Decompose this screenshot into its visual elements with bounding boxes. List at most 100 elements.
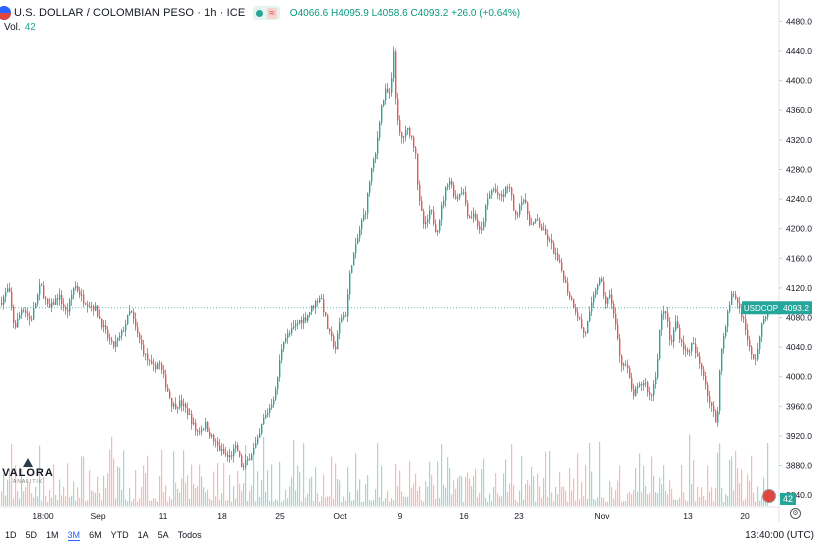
volume-bar [767, 443, 769, 506]
candle-body [673, 330, 675, 342]
candle-body [417, 153, 419, 185]
candle-body [657, 358, 659, 378]
candle-body [571, 297, 573, 300]
candle-body [699, 356, 701, 364]
volume-bar [91, 490, 93, 506]
volume-bar [383, 501, 385, 506]
candle-body [643, 383, 645, 386]
candle-body [167, 387, 169, 392]
volume-bar [417, 491, 419, 506]
candle-body [85, 303, 87, 305]
volume-bar [299, 472, 301, 506]
candle-body [563, 270, 565, 281]
time-tick-label: Sep [90, 511, 105, 521]
candle-body [25, 310, 27, 314]
candle-body [161, 364, 163, 370]
candle-body [107, 329, 109, 338]
candle-body [723, 336, 725, 349]
settings-gear-icon[interactable]: ⚙ [790, 508, 801, 519]
candle-body [197, 430, 199, 432]
volume-bar [339, 480, 341, 506]
candle-body [315, 301, 317, 308]
candle-body [587, 321, 589, 333]
candle-body [279, 360, 281, 378]
candle-body [267, 413, 269, 415]
candle-body [17, 318, 19, 328]
candle-body [667, 312, 669, 322]
volume-bar [395, 463, 397, 506]
volume-bar [351, 500, 353, 506]
volume-bar [587, 499, 589, 506]
candle-body [761, 323, 763, 337]
volume-bar [647, 494, 649, 506]
volume-bar [491, 501, 493, 506]
timeframe-5a[interactable]: 5A [157, 530, 169, 540]
candle-body [241, 455, 243, 467]
time-tick-label: 25 [275, 511, 285, 521]
timeframe-5d[interactable]: 5D [25, 530, 38, 540]
timeframe-ytd[interactable]: YTD [110, 530, 129, 540]
timeframe-todos[interactable]: Todos [177, 530, 202, 540]
candle-body [31, 319, 33, 321]
volume-bar [157, 501, 159, 506]
volume-bar [673, 499, 675, 506]
volume-bar [253, 449, 255, 506]
volume-bar [663, 465, 665, 506]
candle-body [467, 203, 469, 216]
volume-bar [411, 487, 413, 506]
candle-body [233, 448, 235, 457]
timeframe-6m[interactable]: 6M [89, 530, 102, 540]
volume-bar [727, 495, 729, 506]
volume-bar [85, 501, 87, 506]
volume-bar [335, 463, 337, 506]
candle-body [683, 342, 685, 350]
price-tick-label: 4280.0 [786, 164, 812, 174]
utc-clock[interactable]: 13:40:00 (UTC) [745, 530, 814, 541]
candle-body [387, 88, 389, 93]
candle-body [365, 213, 367, 215]
symbol-title[interactable]: U.S. DOLLAR / COLOMBIAN PESO · 1h · ICE [14, 7, 246, 19]
candle-body [497, 192, 499, 195]
volume-bar [265, 492, 267, 506]
volume-bar [269, 500, 271, 506]
candle-body [413, 137, 415, 148]
candle-body [755, 358, 757, 360]
volume-bar [637, 491, 639, 506]
volume-bar [389, 501, 391, 506]
currency-flag-icon [0, 6, 11, 20]
volume-bar [625, 500, 627, 506]
volume-bar [81, 456, 83, 506]
volume-bar [553, 501, 555, 506]
volume-bar [229, 475, 231, 506]
currency-flag-button[interactable] [762, 489, 776, 503]
candle-body [159, 363, 161, 365]
timeframe-1a[interactable]: 1A [137, 530, 149, 540]
timeframe-1d[interactable]: 1D [5, 530, 17, 540]
volume-bar [349, 492, 351, 506]
volume-bar [347, 467, 349, 506]
volume-bar [363, 501, 365, 506]
candle-body [277, 377, 279, 390]
volume-bar [309, 478, 311, 506]
volume-bar [759, 500, 761, 506]
timeframe-3m[interactable]: 3M [67, 530, 81, 541]
volume-bar [513, 485, 515, 506]
volume-bar [55, 494, 57, 506]
volume-bar [171, 499, 173, 506]
volume-bar [67, 463, 69, 506]
candle-body [115, 341, 117, 347]
volume-bar [683, 492, 685, 506]
volume-bar [575, 500, 577, 506]
candle-body [597, 284, 599, 291]
candle-body [9, 288, 11, 292]
candle-body [637, 386, 639, 389]
timeframe-selector: 1D 5D 1M 3M 6M YTD 1A 5A Todos [0, 530, 206, 541]
candle-body [143, 344, 145, 355]
candle-body [555, 253, 557, 255]
status-pill[interactable]: ≈ [253, 6, 280, 20]
volume-bar [729, 459, 731, 506]
volume-bar [65, 496, 67, 506]
candle-body [53, 302, 55, 305]
timeframe-1m[interactable]: 1M [46, 530, 59, 540]
